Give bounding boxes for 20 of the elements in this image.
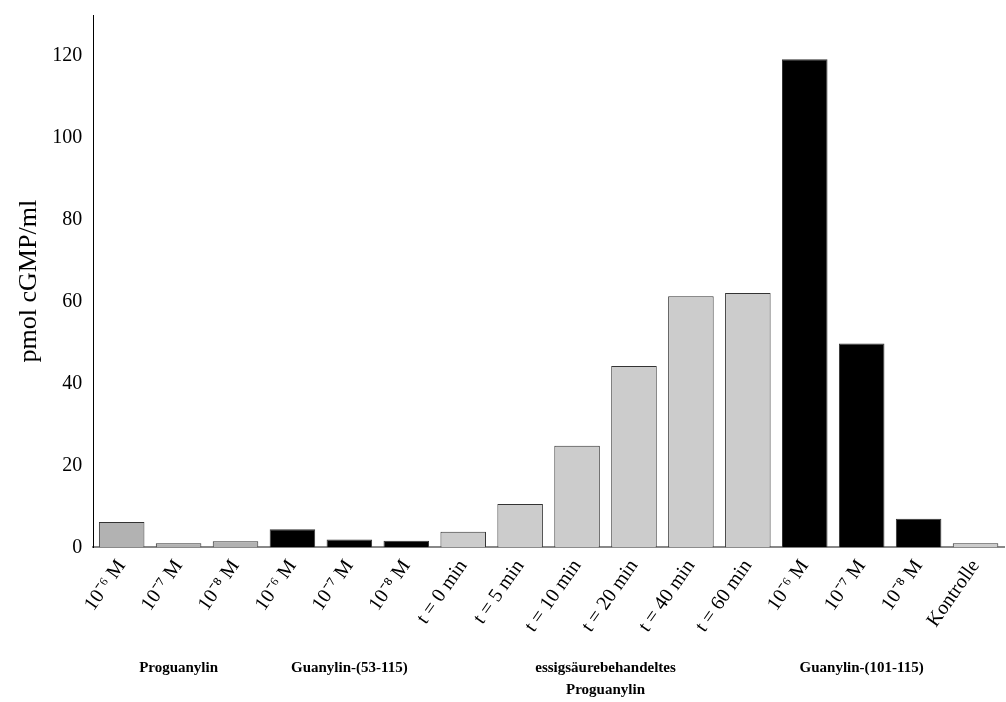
x-tick-label: 10⁻⁶ M: [249, 554, 301, 614]
text: Guanylin-(101-115): [799, 658, 924, 676]
y-tick-label: 0: [72, 534, 83, 557]
y-tick-label: 60: [62, 288, 83, 311]
y-tick-label: 120: [52, 43, 83, 66]
y-tick-label: 80: [62, 206, 83, 229]
y-tick-label: 20: [62, 452, 83, 475]
y-tick-label: 40: [62, 370, 83, 393]
x-tick-label: 10⁻⁷ M: [135, 554, 187, 614]
y-axis-title: pmol cGMP/ml: [13, 199, 43, 363]
x-tick-label: 10⁻⁸ M: [192, 554, 244, 614]
x-tick-label: 10⁻⁷ M: [818, 554, 870, 614]
x-tick-label: 10⁻⁶ M: [78, 554, 130, 614]
x-tick-label: 10⁻⁶ M: [761, 554, 813, 614]
text: Proguanylin: [139, 658, 219, 675]
text: Guanylin-(53-115): [291, 658, 408, 676]
x-tick-label: 10⁻⁷ M: [306, 554, 358, 614]
y-tick-label: 100: [52, 125, 83, 148]
x-tick-label: 10⁻⁸ M: [875, 554, 927, 614]
text: essigsäurebehandeltes Proguanylin: [535, 658, 676, 697]
